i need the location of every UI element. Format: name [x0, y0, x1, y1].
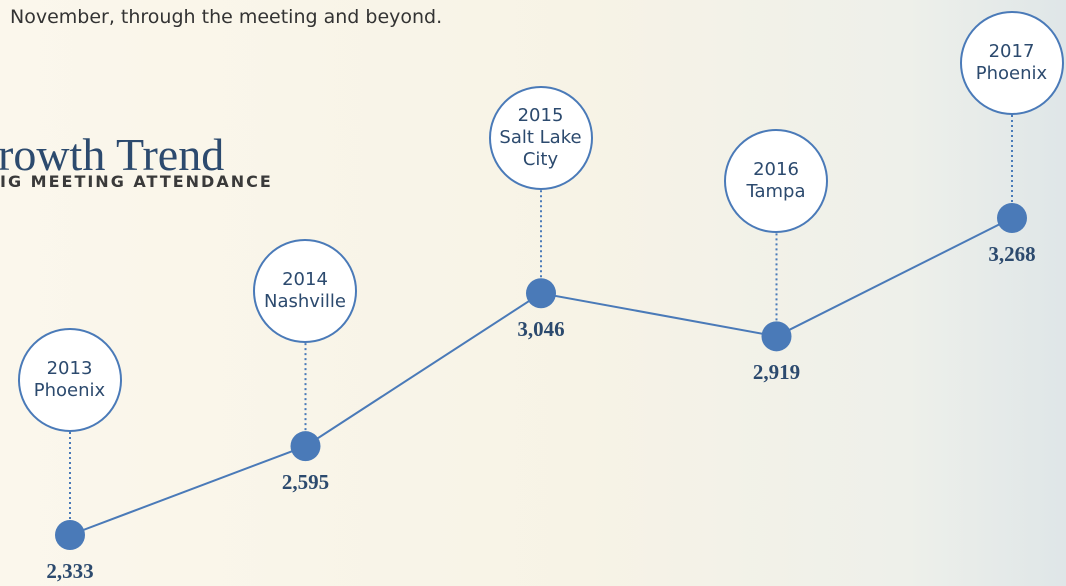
location-bubble: 2017 Phoenix: [959, 10, 1064, 115]
value-label: 2,333: [46, 559, 94, 583]
chart-title: rowth Trend: [0, 129, 225, 180]
year-label: 2015: [517, 104, 564, 126]
value-label: 2,919: [752, 360, 801, 385]
location-bubble: 2013 Phoenix: [17, 327, 122, 432]
data-point: [997, 203, 1027, 233]
location-label: Salt Lake City: [499, 126, 582, 170]
location-label: Phoenix: [33, 379, 106, 401]
year-label: 2013: [46, 357, 93, 379]
chart-subtitle: IG MEETING ATTENDANCE: [0, 172, 273, 191]
value-label: 2,595: [281, 470, 330, 495]
data-point: [290, 431, 321, 462]
location-label: Tampa: [746, 180, 806, 202]
location-label: Phoenix: [975, 62, 1048, 84]
data-point: [55, 520, 85, 550]
value-label: 3,046: [517, 317, 565, 342]
location-bubble: 2014 Nashville: [253, 238, 357, 343]
year-label: 2016: [753, 158, 799, 180]
year-label: 2017: [988, 40, 1035, 62]
data-point: [526, 278, 556, 309]
year-label: 2014: [282, 268, 328, 290]
location-label: Nashville: [263, 290, 346, 312]
data-point: [761, 321, 792, 352]
value-label: 3,268: [988, 242, 1036, 266]
location-bubble: 2015 Salt Lake City: [488, 85, 593, 190]
location-bubble: 2016 Tampa: [724, 128, 828, 233]
intro-text: November, through the meeting and beyond…: [10, 6, 443, 28]
